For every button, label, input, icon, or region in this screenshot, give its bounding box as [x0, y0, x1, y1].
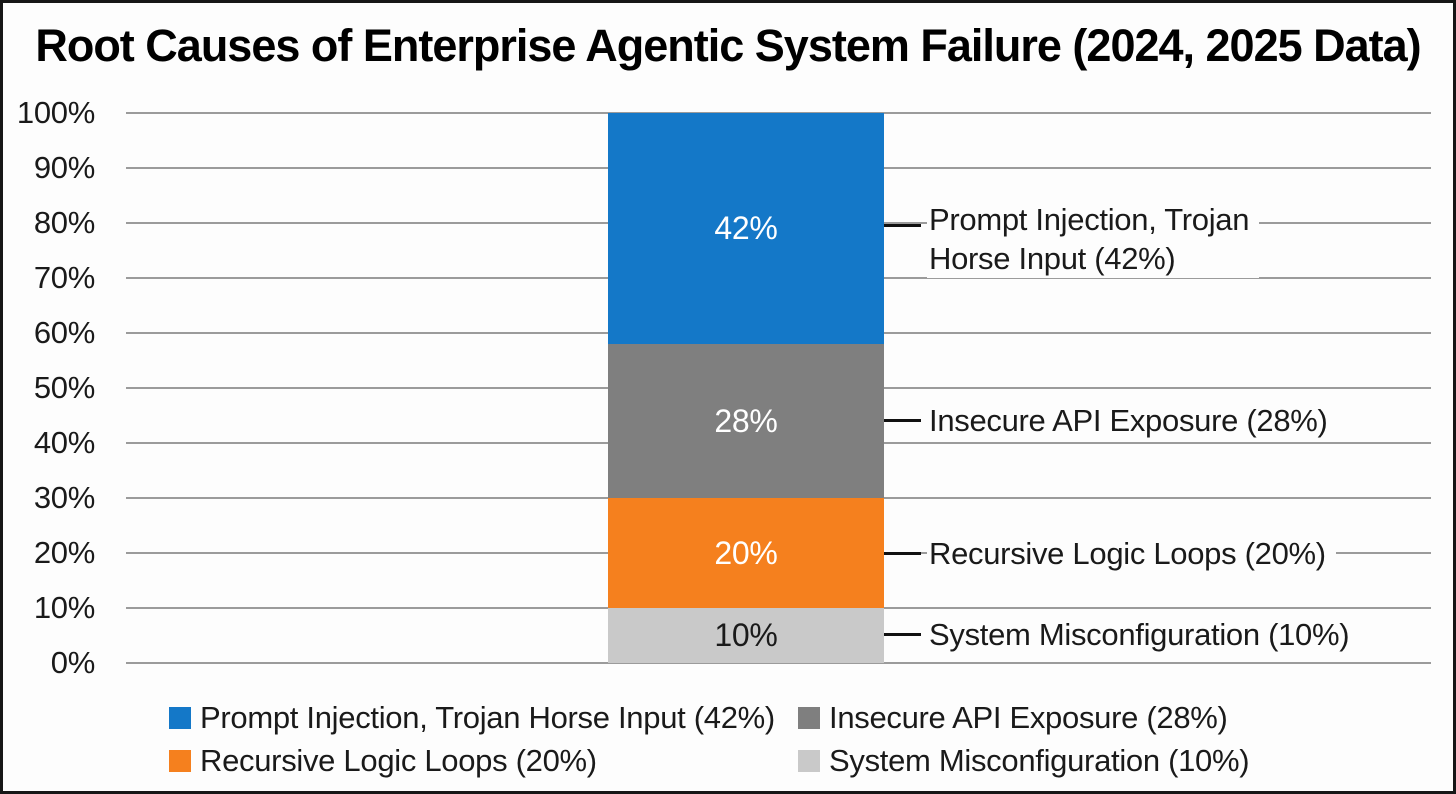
y-axis-tick-label: 90% — [33, 150, 95, 185]
callout-label-line: Prompt Injection, Trojan — [929, 202, 1250, 237]
y-axis-tick-label: 0% — [50, 645, 96, 680]
y-axis-tick-label: 20% — [33, 535, 95, 570]
bar-segment-system-misconfig: 10% — [608, 608, 884, 663]
y-axis-tick-label: 60% — [33, 315, 95, 350]
chart-title: Root Causes of Enterprise Agentic System… — [35, 20, 1421, 71]
callout-leader-line — [884, 633, 921, 636]
bar-segment-recursive-loops: 20% — [608, 498, 884, 608]
y-axis-tick-label: 10% — [33, 590, 95, 625]
legend-item-recursive-loops: Recursive Logic Loops (20%) — [169, 744, 597, 778]
y-axis-tick-label: 70% — [33, 260, 95, 295]
y-axis-tick-label: 100% — [16, 95, 95, 130]
legend-swatch-icon — [798, 750, 820, 772]
callout-label-recursive-loops: Recursive Logic Loops (20%) — [927, 537, 1336, 571]
legend-item-insecure-api: Insecure API Exposure (28%) — [798, 701, 1228, 735]
y-axis-tick-label: 80% — [33, 205, 95, 240]
callout-label-line: Horse Input (42%) — [929, 241, 1176, 276]
callout-label-prompt-injection: Prompt Injection, Trojan Horse Input (42… — [927, 200, 1260, 278]
bar-segment-insecure-api: 28% — [608, 344, 884, 498]
y-axis-tick-label: 50% — [33, 370, 95, 405]
callout-leader-line — [884, 419, 921, 422]
segment-value-label: 20% — [714, 534, 778, 571]
y-axis-tick-label: 40% — [33, 425, 95, 460]
callout-label-system-misconfig: System Misconfiguration (10%) — [927, 618, 1360, 652]
callout-label-insecure-api: Insecure API Exposure (28%) — [927, 404, 1338, 438]
legend-label: Prompt Injection, Trojan Horse Input (42… — [200, 700, 775, 735]
segment-value-label: 10% — [714, 617, 778, 653]
legend-label: Insecure API Exposure (28%) — [829, 700, 1228, 735]
legend-swatch-icon — [169, 707, 191, 729]
legend-label: Recursive Logic Loops (20%) — [200, 743, 597, 778]
legend-label: System Misconfiguration (10%) — [829, 743, 1250, 778]
segment-value-label: 42% — [714, 210, 778, 246]
callout-leader-line — [884, 224, 921, 227]
legend-item-prompt-injection: Prompt Injection, Trojan Horse Input (42… — [169, 701, 775, 735]
legend-item-system-misconfig: System Misconfiguration (10%) — [798, 743, 1250, 778]
y-axis-tick-label: 30% — [33, 480, 95, 515]
gridline-0pct — [126, 662, 1431, 664]
bar-segment-prompt-injection: 42% — [608, 113, 884, 344]
segment-value-label: 28% — [714, 402, 778, 439]
callout-leader-line — [884, 552, 921, 555]
legend-swatch-icon — [169, 750, 191, 772]
legend-swatch-icon — [798, 707, 820, 729]
